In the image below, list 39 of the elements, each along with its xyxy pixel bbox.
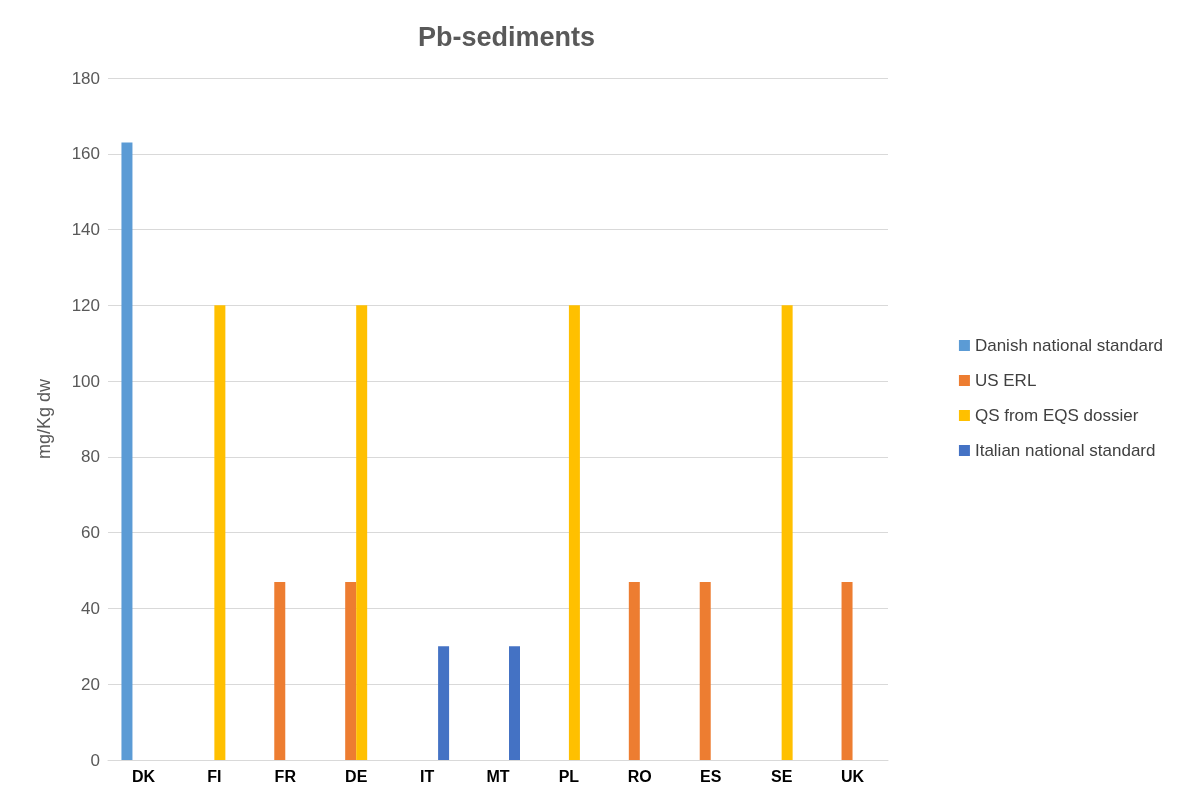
y-tick-label: 40 [81,598,100,618]
bar [568,305,580,760]
bar [274,581,286,760]
legend-label: QS from EQS dossier [974,406,1139,425]
bar [121,142,133,760]
bar [781,305,793,760]
x-tick-label: DE [345,767,368,785]
bar [438,646,450,760]
x-tick-label: DK [131,767,156,785]
y-tick-label: 180 [71,68,100,88]
x-tick-label: MT [486,767,510,785]
x-tick-label: FR [274,767,297,785]
legend-label: US ERL [974,371,1037,390]
x-tick-label: FI [207,767,222,785]
chart-title: Pb-sediments [418,21,596,52]
legend-label: Italian national standard [974,441,1156,460]
bar [628,581,640,760]
x-tick-label: IT [419,767,435,785]
bar [214,305,226,760]
x-tick-label: RO [627,767,652,785]
x-tick-label: ES [700,767,722,785]
y-tick-label: 20 [81,674,100,694]
y-tick-label: 0 [90,750,100,770]
bar [345,581,357,760]
bar [509,646,520,760]
y-tick-label: 120 [71,295,100,315]
x-tick-label: PL [558,767,580,785]
legend-label: Danish national standard [974,336,1164,355]
y-tick-label: 80 [81,447,100,467]
y-tick-label: 160 [71,144,100,164]
bar [699,581,711,760]
y-axis-title: mg/Kg dw [34,377,54,460]
bar [356,305,368,760]
y-tick-label: 140 [71,220,100,240]
x-tick-label: UK [840,767,865,785]
bar [841,581,853,760]
y-tick-label: 100 [71,371,100,391]
x-tick-label: SE [770,767,793,785]
y-tick-label: 60 [81,523,100,543]
